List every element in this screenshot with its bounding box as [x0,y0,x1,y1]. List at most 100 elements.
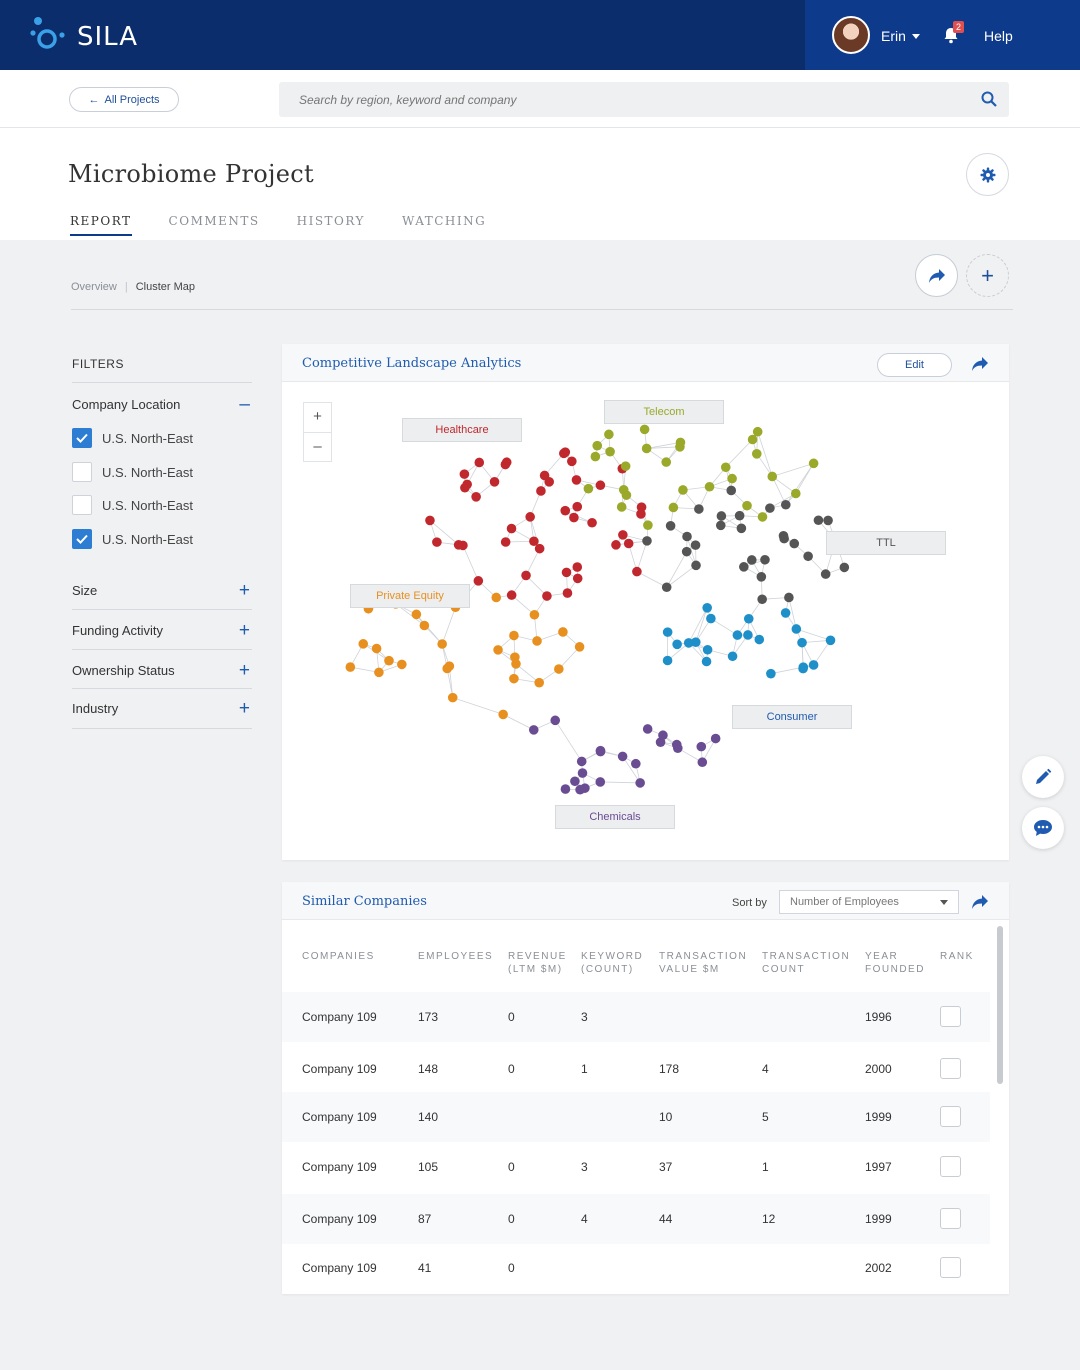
company-node[interactable] [572,562,583,572]
company-node[interactable] [562,588,573,598]
company-node[interactable] [701,656,712,667]
company-node[interactable] [672,639,682,650]
company-node[interactable] [823,515,833,526]
tab-watching[interactable]: WATCHING [401,214,487,228]
company-node[interactable] [574,642,585,652]
company-node[interactable] [510,652,520,662]
company-node[interactable] [444,661,455,671]
company-node[interactable] [803,551,813,562]
chevron-down-icon[interactable] [912,34,920,39]
company-node[interactable] [780,499,791,510]
column-header[interactable]: EMPLOYEES [418,950,493,963]
company-node[interactable] [500,537,511,547]
filter-company-location[interactable]: Company Location – [72,394,252,415]
search-icon[interactable] [981,91,997,107]
company-node[interactable] [595,480,606,491]
company-node[interactable] [727,651,738,662]
company-node[interactable] [643,520,653,530]
company-node[interactable] [471,492,481,502]
location-option[interactable]: U.S. North-East [72,495,193,515]
rank-checkbox[interactable] [940,1106,961,1127]
filter-industry[interactable]: Industry + [72,698,252,719]
company-node[interactable] [550,715,561,726]
company-node[interactable] [590,451,601,462]
company-node[interactable] [683,638,694,648]
plus-icon[interactable]: + [238,620,250,641]
company-node[interactable] [621,490,632,500]
company-node[interactable] [697,757,708,768]
plus-icon[interactable]: + [238,580,250,601]
table-row[interactable]: Company 109 148 0 1 178 4 2000 [282,1044,990,1094]
company-node[interactable] [662,655,673,666]
checkbox-checked[interactable] [72,428,92,448]
company-node[interactable] [611,540,621,550]
location-option[interactable]: U.S. North-East [72,428,193,448]
user-avatar[interactable] [832,16,870,54]
company-node[interactable] [743,613,754,624]
company-node[interactable] [587,517,597,528]
cluster-label-telecom[interactable]: Telecom [604,400,724,424]
company-node[interactable] [437,639,447,649]
company-node[interactable] [690,637,701,647]
company-node[interactable] [592,440,603,451]
company-node[interactable] [595,777,606,787]
edit-fab[interactable] [1022,756,1064,798]
company-node[interactable] [498,709,508,720]
company-node[interactable] [665,521,676,531]
all-projects-button[interactable]: ← All Projects [69,87,179,112]
company-node[interactable] [791,624,802,634]
company-node[interactable] [432,537,442,547]
company-node[interactable] [754,634,765,645]
company-node[interactable] [473,576,484,586]
company-node[interactable] [642,536,652,546]
company-node[interactable] [384,655,394,666]
company-node[interactable] [529,536,539,547]
company-node[interactable] [675,437,686,448]
share-button[interactable] [915,254,958,297]
company-node[interactable] [491,592,502,603]
rank-checkbox[interactable] [940,1208,961,1229]
company-node[interactable] [662,627,673,637]
scrollbar[interactable] [997,926,1003,1084]
company-node[interactable] [825,635,836,646]
cluster-label-healthcare[interactable]: Healthcare [402,418,522,442]
company-node[interactable] [839,562,850,573]
minus-icon[interactable]: – [239,394,250,415]
company-node[interactable] [616,502,627,512]
filter-size[interactable]: Size + [72,580,252,601]
company-node[interactable] [554,664,564,674]
company-node[interactable] [694,504,704,514]
company-node[interactable] [747,555,757,565]
column-header[interactable]: REVENUE (LTM $M) [508,950,567,976]
company-node[interactable] [506,590,517,600]
table-row[interactable]: Company 109 41 0 2002 [282,1243,990,1293]
company-node[interactable] [635,778,645,788]
company-node[interactable] [509,630,519,641]
company-node[interactable] [447,692,458,703]
table-row[interactable]: Company 109 173 0 3 1996 [282,992,990,1042]
tab-report[interactable]: REPORT [70,214,132,236]
company-node[interactable] [521,570,531,581]
help-link[interactable]: Help [984,28,1013,44]
column-header[interactable]: YEAR FOUNDED [865,950,925,976]
company-node[interactable] [544,477,554,487]
company-node[interactable] [532,636,542,646]
checkbox[interactable] [72,495,92,515]
company-node[interactable] [727,473,737,484]
company-node[interactable] [661,582,672,593]
company-node[interactable] [636,509,646,519]
share-icon[interactable] [971,894,989,910]
table-row[interactable]: Company 109 140 10 5 1999 [282,1092,990,1142]
company-node[interactable] [747,434,758,445]
share-icon[interactable] [971,356,989,372]
company-node[interactable] [726,485,737,496]
company-node[interactable] [808,458,819,469]
company-node[interactable] [691,560,701,571]
company-node[interactable] [790,488,801,499]
company-node[interactable] [560,447,571,457]
company-node[interactable] [558,627,568,637]
zoom-out-button[interactable]: – [304,432,331,461]
company-node[interactable] [474,457,485,468]
company-node[interactable] [720,462,731,473]
company-node[interactable] [419,620,430,631]
